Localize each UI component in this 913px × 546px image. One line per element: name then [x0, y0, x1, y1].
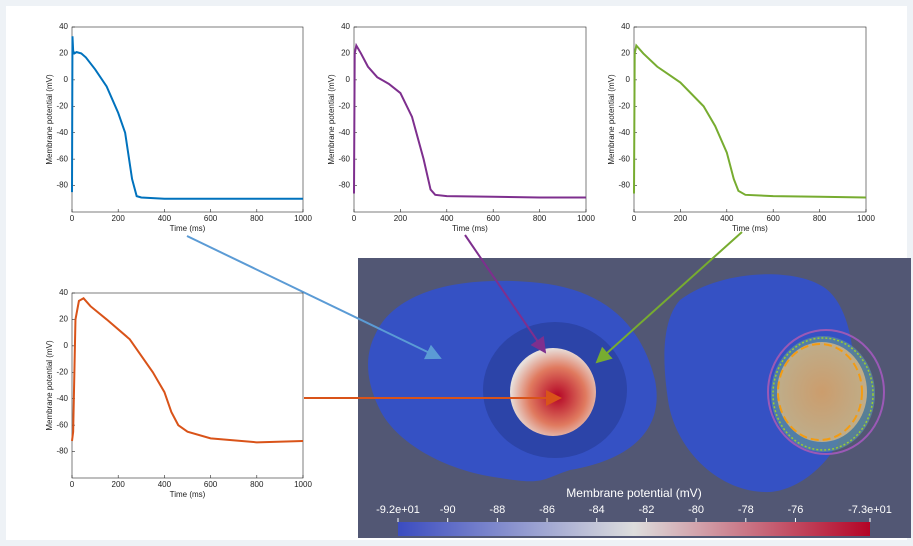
y-tick-label: -80 [56, 447, 68, 456]
y-tick-label: 20 [59, 315, 68, 324]
y-tick-label: -40 [618, 128, 630, 137]
x-tick-label: 400 [158, 214, 172, 223]
x-tick-label: 600 [204, 480, 218, 489]
x-tick-label: 1000 [857, 214, 875, 223]
colorbar-title: Membrane potential (mV) [566, 486, 701, 500]
colorbar-tick-label: -88 [489, 504, 505, 516]
y-tick-label: 20 [621, 49, 630, 58]
page: 02004006008001000-80-60-40-2002040Time (… [0, 0, 913, 546]
colorbar-tick-label: -84 [589, 504, 605, 516]
chart: 0 200 400 600 800 1000 -80 -60 -40 -20 0 20 40 Time (… [327, 22, 595, 233]
y-tick-label: 0 [64, 75, 69, 84]
x-tick-label: 200 [394, 214, 408, 223]
figure: 02004006008001000-80-60-40-2002040Time (… [0, 0, 913, 546]
y-tick-label: -60 [338, 154, 350, 163]
plot-area [72, 27, 303, 212]
y-tick-label: -40 [56, 394, 68, 403]
excitation-region [510, 348, 596, 436]
colorbar-tick-label: -82 [638, 504, 654, 516]
y-tick-label: -80 [618, 181, 630, 190]
colorbar [398, 522, 870, 536]
x-tick-label: 0 [632, 214, 637, 223]
y-tick-label: -20 [56, 367, 68, 376]
x-tick-label: 800 [813, 214, 827, 223]
x-axis-label: Time (ms) [170, 490, 206, 499]
colorbar-tick-label: -76 [788, 504, 804, 516]
y-tick-label: -20 [618, 101, 630, 110]
y-tick-label: 0 [346, 75, 351, 84]
y-axis-label: Membrane potential (mV) [607, 74, 616, 165]
y-tick-label: -60 [56, 154, 68, 163]
y-tick-label: 20 [59, 49, 68, 58]
x-tick-label: 600 [767, 214, 781, 223]
y-tick-label: 40 [341, 22, 350, 31]
plot-area [634, 27, 866, 212]
x-axis-label: Time (ms) [452, 224, 488, 233]
y-tick-label: 40 [621, 22, 630, 31]
colorbar-tick-label: -86 [539, 504, 555, 516]
colorbar-tick-label: -80 [688, 504, 704, 516]
colorbar-tick-label: -90 [440, 504, 456, 516]
y-tick-label: 0 [626, 75, 631, 84]
x-tick-label: 400 [158, 480, 172, 489]
x-tick-label: 0 [70, 480, 75, 489]
x-tick-label: 0 [70, 214, 75, 223]
x-tick-label: 800 [533, 214, 547, 223]
y-tick-label: 40 [59, 22, 68, 31]
plot-area [72, 293, 303, 478]
y-tick-label: -20 [338, 101, 350, 110]
x-tick-label: 1000 [294, 480, 312, 489]
x-axis-label: Time (ms) [170, 224, 206, 233]
chart: 0 200 400 600 800 1000 -80 -60 -40 -20 0 20 40 Time (… [45, 22, 312, 233]
y-tick-label: -60 [618, 154, 630, 163]
y-axis-label: Membrane potential (mV) [327, 74, 336, 165]
x-tick-label: 1000 [294, 214, 312, 223]
x-tick-label: 200 [112, 480, 126, 489]
x-tick-label: 1000 [577, 214, 595, 223]
x-tick-label: 200 [112, 214, 126, 223]
x-tick-label: 400 [720, 214, 734, 223]
x-axis-label: Time (ms) [732, 224, 768, 233]
y-axis-label: Membrane potential (mV) [45, 340, 54, 431]
chart: 0 200 400 600 800 1000 -80 -60 -40 -20 0 20 40 Time (… [45, 288, 312, 499]
y-tick-label: -20 [56, 101, 68, 110]
colorbar-tick-label: -78 [738, 504, 754, 516]
y-tick-label: 20 [341, 49, 350, 58]
y-tick-label: -80 [56, 181, 68, 190]
y-tick-label: -60 [56, 420, 68, 429]
x-tick-label: 200 [674, 214, 688, 223]
y-tick-label: -40 [56, 128, 68, 137]
y-tick-label: -40 [338, 128, 350, 137]
colorbar-tick-label: -9.2e+01 [376, 504, 420, 516]
x-tick-label: 800 [250, 214, 264, 223]
plot-area [354, 27, 586, 212]
y-axis-label: Membrane potential (mV) [45, 74, 54, 165]
chart: 0 200 400 600 800 1000 -80 -60 -40 -20 0 20 40 Time (… [607, 22, 875, 233]
colorbar-tick-label: -7.3e+01 [848, 504, 892, 516]
x-tick-label: 600 [487, 214, 501, 223]
y-tick-label: -80 [338, 181, 350, 190]
x-tick-label: 400 [440, 214, 454, 223]
x-tick-label: 600 [204, 214, 218, 223]
y-tick-label: 0 [64, 341, 69, 350]
y-tick-label: 40 [59, 288, 68, 297]
x-tick-label: 0 [352, 214, 357, 223]
x-tick-label: 800 [250, 480, 264, 489]
